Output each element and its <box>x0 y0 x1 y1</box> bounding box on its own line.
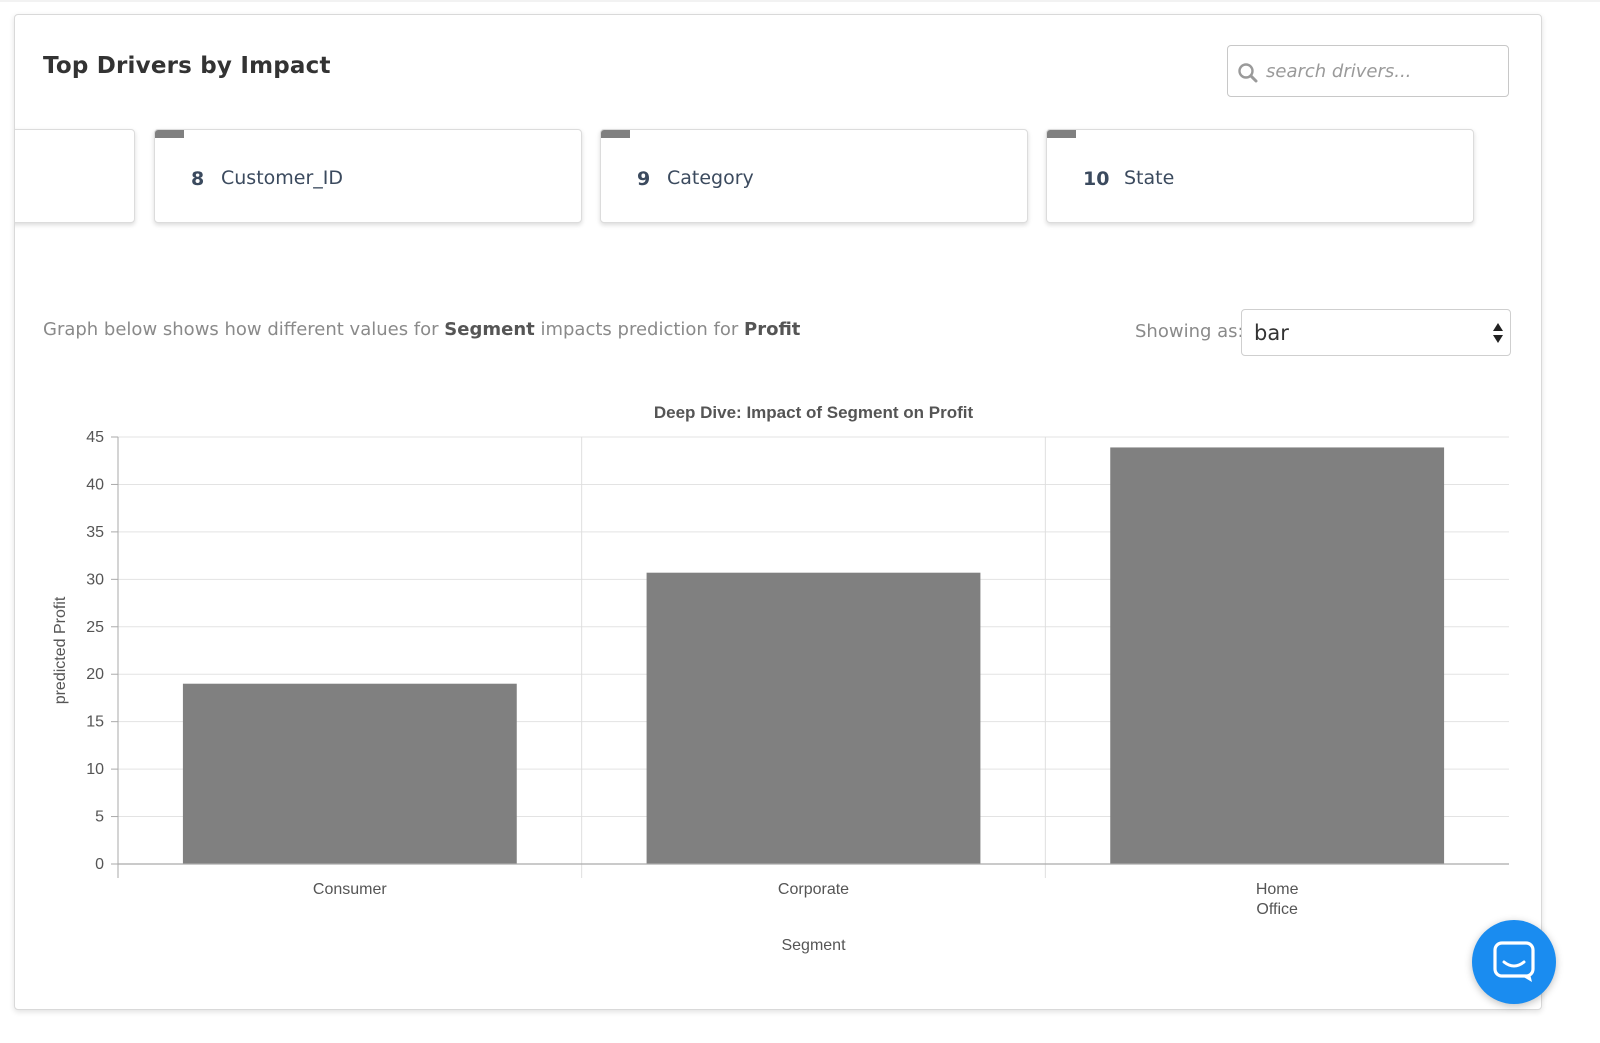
x-axis-label: Segment <box>781 937 846 954</box>
y-tick-label: 45 <box>86 429 104 446</box>
x-tick-label: Corporate <box>778 881 849 898</box>
y-tick-label: 35 <box>86 524 104 541</box>
description-target: Profit <box>744 319 801 340</box>
search-icon <box>1238 63 1258 83</box>
driver-rank: 8 <box>191 168 205 190</box>
chat-icon <box>1493 941 1535 982</box>
y-tick-label: 5 <box>95 809 104 826</box>
search-input[interactable] <box>1266 48 1502 94</box>
card-flag <box>155 130 184 138</box>
x-tick-label: Consumer <box>313 881 387 898</box>
graph-description: Graph below shows how different values f… <box>43 319 800 340</box>
segment-bar-chart: Deep Dive: Impact of Segment on Profit 0 5… <box>52 403 1509 954</box>
y-tick-label: 40 <box>86 476 104 493</box>
y-tick-label: 10 <box>86 761 104 778</box>
driver-card-partial[interactable] <box>15 129 135 223</box>
y-tick-label: 30 <box>86 571 104 588</box>
driver-rank: 10 <box>1083 168 1110 190</box>
x-tick-label: Home <box>1256 881 1299 898</box>
y-tick-label: 15 <box>86 714 104 731</box>
driver-label: Category <box>667 167 754 189</box>
chart-title: Deep Dive: Impact of Segment on Profit <box>654 403 974 422</box>
driver-label: State <box>1124 167 1175 189</box>
x-tick-label: Office <box>1256 901 1298 918</box>
select-arrows-icon <box>1493 323 1503 343</box>
card-flag <box>601 130 630 138</box>
driver-rank: 9 <box>637 168 651 190</box>
description-prefix: Graph below shows how different values f… <box>43 319 445 340</box>
driver-card-state[interactable]: 10 State <box>1046 129 1474 223</box>
driver-label: Customer_ID <box>221 167 344 189</box>
driver-cards-carousel: 8 Customer_ID 9 Category 10 State <box>15 129 1541 239</box>
driver-card-customer-id[interactable]: 8 Customer_ID <box>154 129 582 223</box>
bar <box>182 683 517 864</box>
chart-type-select[interactable]: bar <box>1241 309 1511 356</box>
chat-button[interactable] <box>1472 920 1556 1004</box>
description-middle: impacts prediction for <box>534 319 745 340</box>
chart-type-value: bar <box>1254 321 1289 345</box>
driver-card-category[interactable]: 9 Category <box>600 129 1028 223</box>
search-box[interactable] <box>1227 45 1509 97</box>
y-tick-label: 25 <box>86 619 104 636</box>
y-axis-label: predicted Profit <box>52 596 69 704</box>
y-tick-label: 0 <box>95 856 104 873</box>
card-flag <box>1047 130 1076 138</box>
page-top-edge <box>0 0 1600 2</box>
showing-as-label: Showing as: <box>1135 321 1244 342</box>
bar <box>1110 447 1445 864</box>
panel-title: Top Drivers by Impact <box>43 53 331 79</box>
description-feature: Segment <box>444 319 535 340</box>
bar <box>646 572 981 864</box>
y-tick-label: 20 <box>86 666 104 683</box>
top-drivers-panel: Top Drivers by Impact 8 Customer_ID 9 Ca… <box>14 14 1542 1010</box>
